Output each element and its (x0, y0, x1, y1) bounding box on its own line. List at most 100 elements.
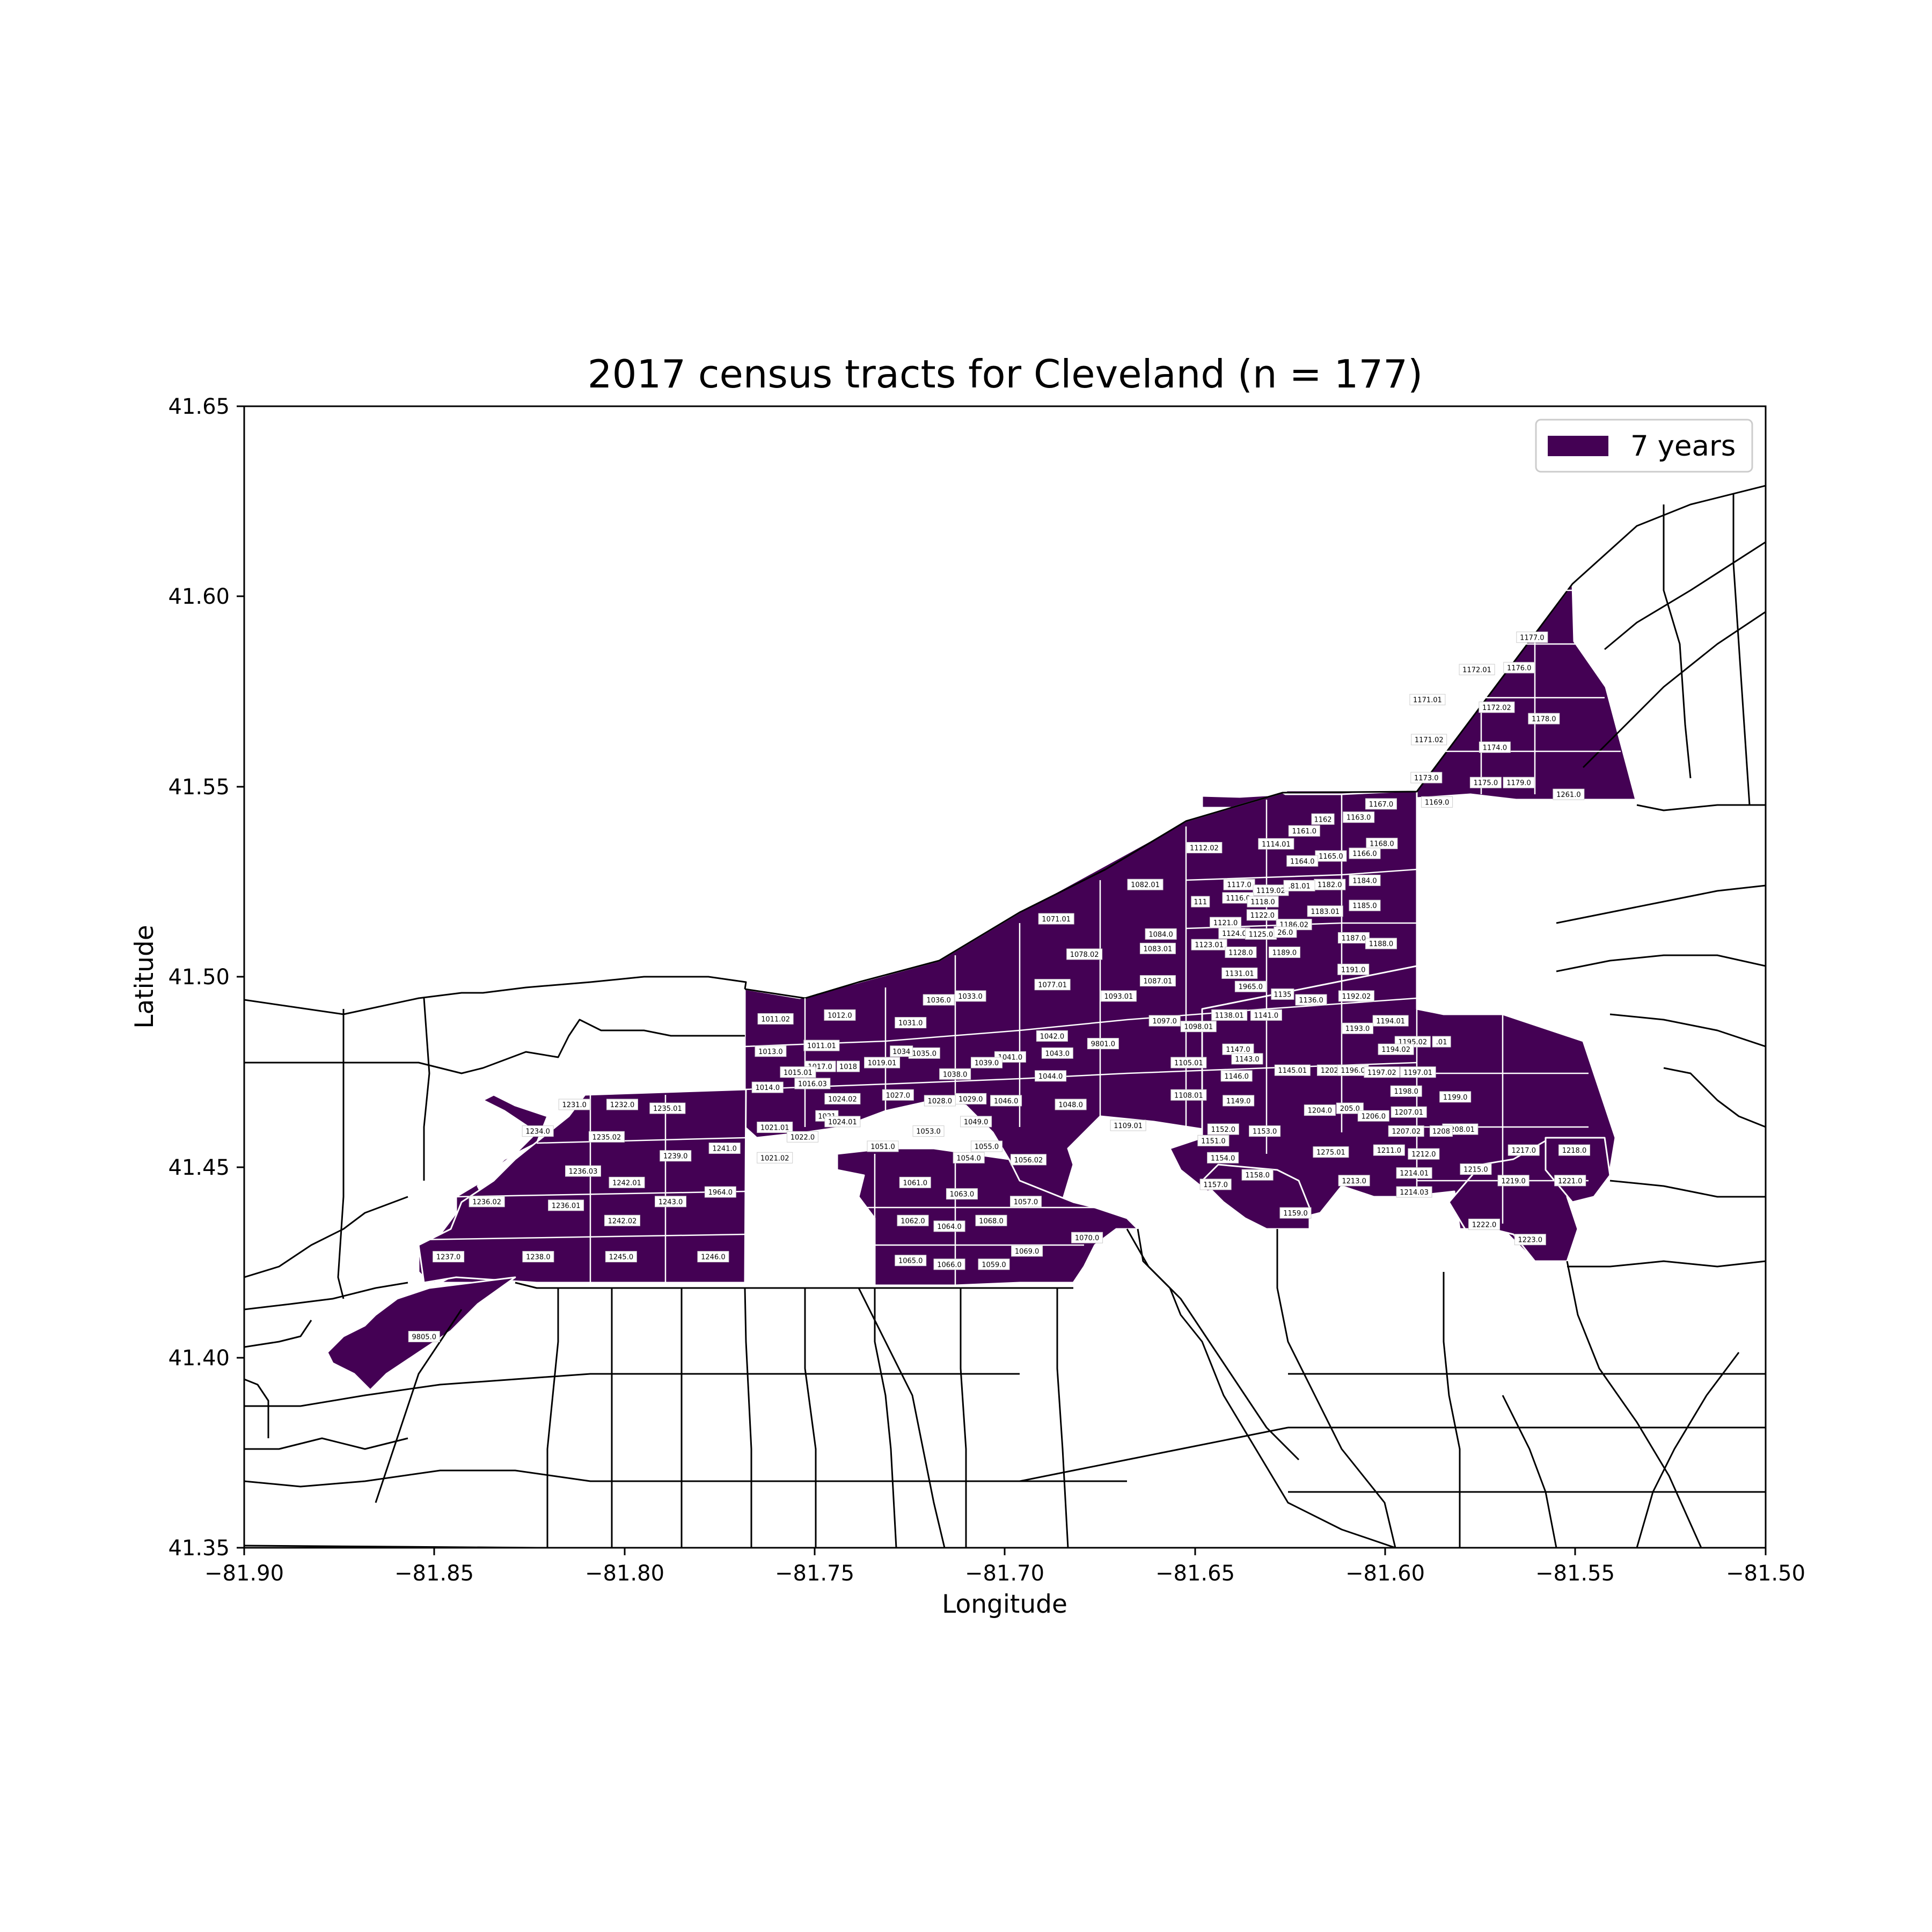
tract-label-box (1220, 1070, 1253, 1082)
tract-label-box (408, 1331, 440, 1343)
tract-label: 1038.0 (939, 1068, 971, 1080)
tract-label-text: 1241.0 (712, 1145, 737, 1153)
tract-label-text: 1964.0 (708, 1189, 733, 1197)
tract-label: 1196.0 (1337, 1064, 1369, 1076)
tract-label: 1039.0 (970, 1057, 1002, 1069)
tract-label-text: 1154.0 (1211, 1154, 1235, 1162)
tract-label-text: 1221.0 (1558, 1177, 1583, 1185)
tract-label: 1245.0 (605, 1251, 637, 1263)
tract-label-text: 1196.0 (1341, 1067, 1365, 1075)
tract-label: 1236.01 (548, 1199, 584, 1211)
tract-label-box (933, 1220, 965, 1232)
tract-label-box (1365, 938, 1397, 949)
tract-label-box (1337, 963, 1370, 975)
x-tick: −81.50 (1726, 1548, 1805, 1586)
tract-label-box (1139, 975, 1176, 987)
tract-label-text: 1215.0 (1463, 1166, 1488, 1174)
tract-label-box (1035, 1070, 1067, 1082)
tract-label-text: 1183.01 (1311, 908, 1340, 916)
tract-label-text: 1163.0 (1346, 814, 1371, 822)
tract-label: 1152.0 (1207, 1123, 1239, 1135)
tract-label: 1167.0 (1365, 798, 1397, 810)
x-tick: −81.85 (394, 1548, 474, 1586)
x-tick: −81.55 (1535, 1548, 1615, 1586)
legend-swatch (1548, 436, 1608, 456)
tract-label-box (923, 994, 955, 1006)
cleveland-tract-internal-boundaries (418, 589, 1621, 1285)
tract-label-text: 1172.02 (1482, 704, 1511, 712)
tract-label-text: 1042.0 (1040, 1033, 1065, 1041)
tract-label-box (1507, 1144, 1540, 1156)
tract-label-box (522, 1251, 554, 1263)
tract-label-text: 1237.0 (436, 1254, 461, 1262)
tract-label: 1098.01 (1180, 1021, 1217, 1033)
tract-label-text: 1159.0 (1283, 1210, 1308, 1218)
tract-label-text: 1028.0 (928, 1097, 953, 1106)
tract-label-box (1307, 905, 1343, 917)
tract-label-text: 1093.01 (1104, 993, 1133, 1001)
tract-label-box (565, 1165, 601, 1177)
tract-label: 1117.0 (1223, 879, 1255, 890)
legend-frame (1535, 419, 1753, 473)
tract-label-box (933, 1258, 965, 1270)
tract-label-box (1553, 788, 1585, 800)
tract-label-text: 1238.0 (526, 1254, 551, 1262)
tract-label-text: 1118.0 (1250, 898, 1275, 906)
tract-label: 1035.0 (908, 1047, 940, 1059)
tract-label-text: 1149.0 (1226, 1097, 1251, 1106)
y-tick: 41.35 (168, 1536, 244, 1561)
tract-label-text: 1162 (1314, 816, 1331, 824)
tract-label: 1121.0 (1210, 917, 1242, 928)
tract-label-box (704, 1186, 736, 1198)
tract-label: 1028.0 (924, 1095, 956, 1107)
tract-label-text: 1187.0 (1342, 934, 1366, 942)
tract-label-text: 1141.0 (1254, 1012, 1279, 1020)
tract-label: 1061.0 (899, 1176, 931, 1188)
tract-label-box (1439, 1091, 1472, 1103)
tract-label: 1158.0 (1241, 1169, 1274, 1181)
tract-label-box (522, 1125, 554, 1137)
tract-label-text: 1057.0 (1014, 1198, 1038, 1206)
tract-label: 1011.02 (757, 1013, 794, 1024)
y-tick: 41.45 (168, 1155, 244, 1180)
tract-label-box (1286, 855, 1319, 867)
tract-label-box (1241, 1169, 1274, 1181)
tract-label-text: 1048.0 (1058, 1101, 1083, 1109)
tract-label-box (1221, 967, 1258, 979)
tract-label-box (1396, 1186, 1432, 1198)
tract-label-text: 1131.01 (1225, 970, 1254, 978)
tract-label-box (1199, 1179, 1232, 1190)
tract-label: 1174.0 (1479, 741, 1511, 753)
tract-label-box (1558, 1144, 1590, 1156)
tract-label-box (1378, 1043, 1414, 1055)
tract-label: 1172.01 (1459, 664, 1495, 676)
tract-label-text: 1124.0 (1222, 930, 1247, 938)
tract-label-text: 1039.0 (975, 1059, 999, 1067)
tract-label-text: 1184.0 (1352, 877, 1377, 885)
tract-label-text: 1214.03 (1400, 1189, 1429, 1197)
tract-label-box (1274, 926, 1297, 938)
tract-label-box (1514, 1234, 1546, 1246)
tract-label: 1055.0 (970, 1140, 1002, 1152)
tract-label-box (939, 1068, 971, 1080)
tract-label: 1146.0 (1220, 1070, 1253, 1082)
tract-label-text: 1219.0 (1501, 1177, 1526, 1185)
tract-label: 1149.0 (1223, 1095, 1255, 1107)
tract-label: 1165.0 (1315, 850, 1347, 862)
x-tick-label: −81.85 (394, 1561, 474, 1586)
tract-label: 111 (1191, 896, 1210, 908)
tract-label-text: 1175.0 (1474, 779, 1498, 787)
tract-label-box (1372, 1015, 1409, 1027)
tract-label-box (1528, 713, 1560, 724)
tract-label-text: 1066.0 (937, 1261, 962, 1269)
tract-label-text: 1016.03 (798, 1080, 827, 1088)
tract-label: 1217.0 (1507, 1144, 1540, 1156)
tract-label-text: 1070.0 (1075, 1234, 1100, 1242)
tract-label-box (970, 1057, 1002, 1069)
tract-label: 1207.01 (1391, 1106, 1427, 1118)
tract-label-text: 1098.01 (1184, 1023, 1213, 1031)
y-tick: 41.55 (168, 775, 244, 800)
tract-label-box (1311, 813, 1335, 825)
tract-label-text: 1053.0 (916, 1128, 941, 1136)
tract-label-text: 1223.0 (1518, 1236, 1543, 1245)
